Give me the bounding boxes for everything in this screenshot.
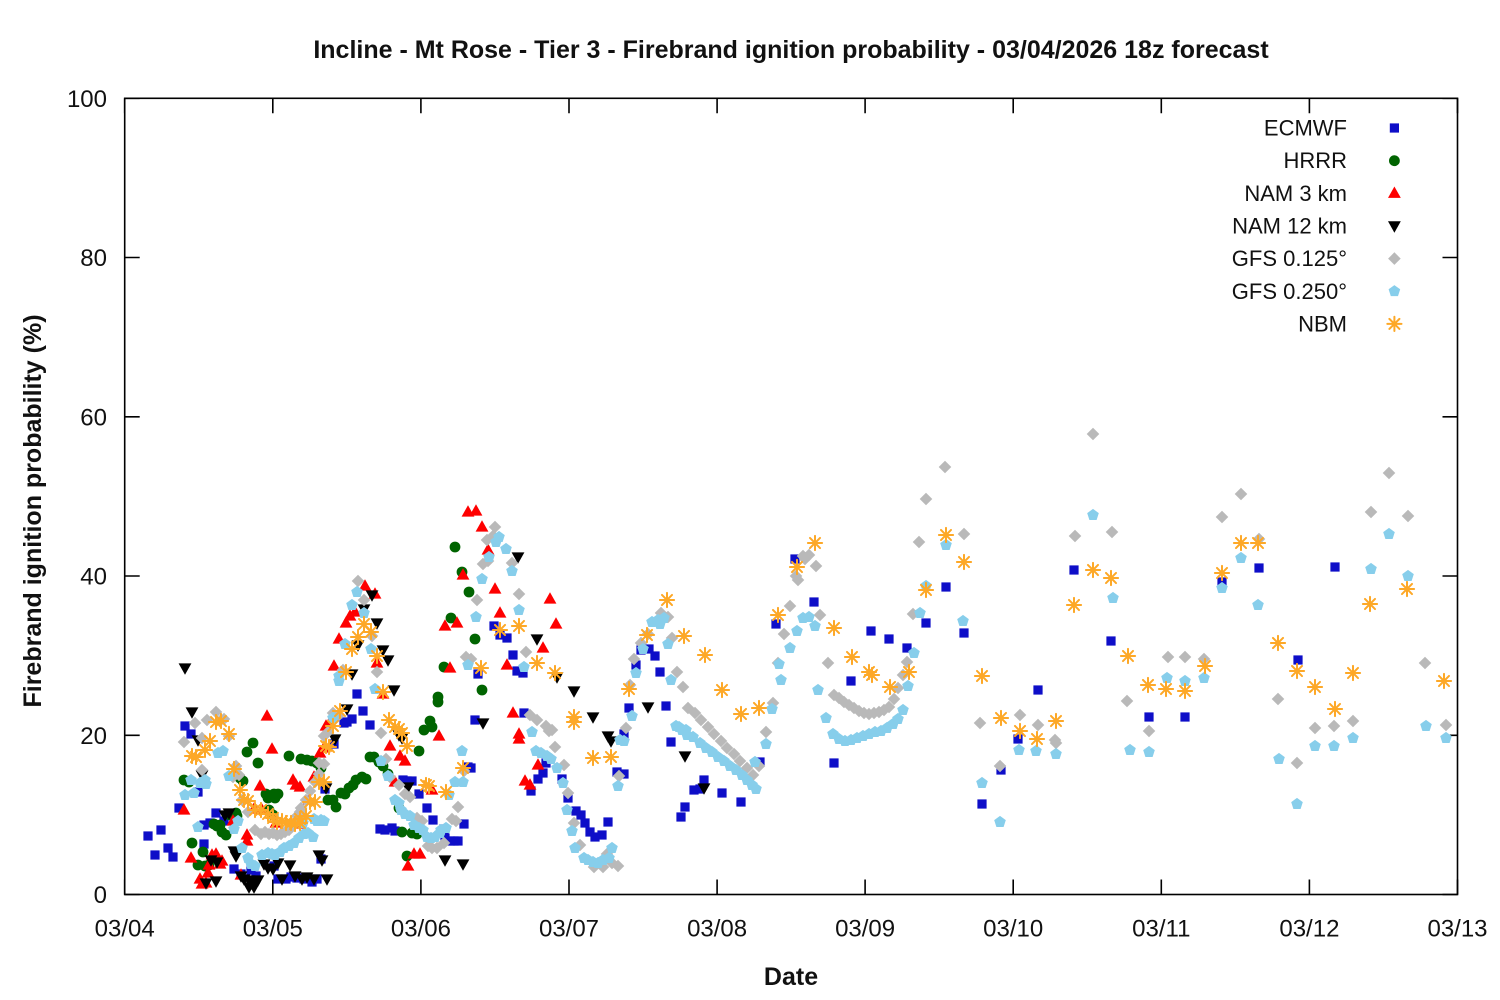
- svg-text:Date: Date: [764, 963, 818, 991]
- svg-text:03/11: 03/11: [1132, 916, 1190, 943]
- svg-text:03/08: 03/08: [687, 916, 747, 943]
- svg-text:HRRR: HRRR: [1283, 148, 1347, 173]
- svg-text:GFS 0.250°: GFS 0.250°: [1232, 279, 1347, 304]
- svg-text:40: 40: [80, 564, 107, 591]
- svg-text:03/12: 03/12: [1279, 916, 1339, 943]
- svg-text:03/13: 03/13: [1427, 916, 1487, 943]
- svg-text:03/07: 03/07: [539, 916, 599, 943]
- svg-text:GFS 0.125°: GFS 0.125°: [1232, 246, 1347, 271]
- svg-text:0: 0: [94, 882, 107, 909]
- svg-text:03/10: 03/10: [983, 916, 1043, 943]
- svg-text:NBM: NBM: [1298, 311, 1347, 336]
- svg-text:ECMWF: ECMWF: [1264, 116, 1347, 141]
- svg-text:20: 20: [80, 723, 107, 750]
- svg-text:Firebrand ignition probability: Firebrand ignition probability (%): [19, 314, 47, 707]
- svg-text:03/04: 03/04: [95, 916, 155, 943]
- svg-text:60: 60: [80, 404, 107, 431]
- svg-text:NAM 3 km: NAM 3 km: [1244, 181, 1347, 206]
- svg-text:03/05: 03/05: [243, 916, 303, 943]
- svg-text:80: 80: [80, 245, 107, 272]
- svg-text:Incline - Mt Rose - Tier 3 - F: Incline - Mt Rose - Tier 3 - Firebrand i…: [313, 36, 1269, 64]
- svg-text:03/06: 03/06: [391, 916, 451, 943]
- svg-text:NAM 12 km: NAM 12 km: [1232, 213, 1347, 238]
- svg-text:100: 100: [67, 86, 107, 113]
- svg-text:03/09: 03/09: [835, 916, 895, 943]
